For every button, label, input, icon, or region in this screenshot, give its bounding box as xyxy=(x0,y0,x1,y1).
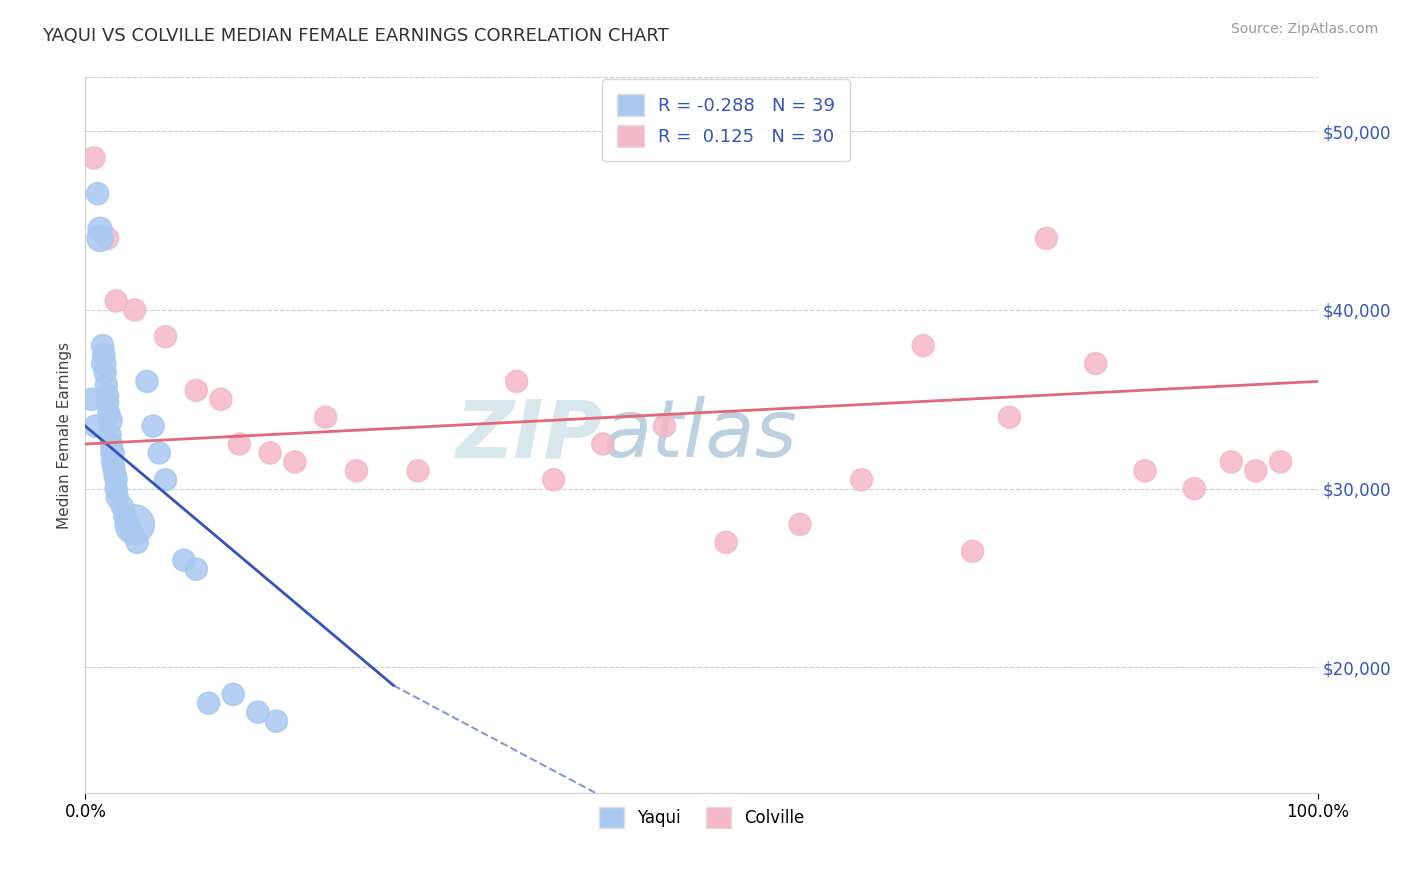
Point xyxy=(84,419,107,434)
Point xyxy=(912,338,935,352)
Point xyxy=(1270,455,1292,469)
Text: ZIP: ZIP xyxy=(456,396,603,474)
Point xyxy=(86,186,108,201)
Point xyxy=(124,302,146,317)
Point xyxy=(121,526,143,541)
Point xyxy=(851,473,873,487)
Y-axis label: Median Female Earnings: Median Female Earnings xyxy=(58,342,72,529)
Text: YAQUI VS COLVILLE MEDIAN FEMALE EARNINGS CORRELATION CHART: YAQUI VS COLVILLE MEDIAN FEMALE EARNINGS… xyxy=(42,27,669,45)
Point xyxy=(142,419,165,434)
Point xyxy=(89,222,111,236)
Point xyxy=(505,375,527,389)
Point xyxy=(114,508,136,523)
Point xyxy=(714,535,737,549)
Point xyxy=(654,419,676,434)
Text: Source: ZipAtlas.com: Source: ZipAtlas.com xyxy=(1230,22,1378,37)
Point xyxy=(83,151,105,165)
Point xyxy=(105,482,128,496)
Point xyxy=(136,375,159,389)
Point xyxy=(98,428,121,442)
Point xyxy=(96,389,118,403)
Point xyxy=(104,467,127,482)
Point xyxy=(1133,464,1156,478)
Point xyxy=(105,293,128,308)
Point xyxy=(101,455,124,469)
Point xyxy=(315,410,337,425)
Point xyxy=(266,714,288,728)
Point xyxy=(117,517,139,532)
Point xyxy=(346,464,368,478)
Text: atlas: atlas xyxy=(603,396,797,474)
Point xyxy=(259,446,281,460)
Point xyxy=(998,410,1021,425)
Point xyxy=(111,500,134,514)
Point xyxy=(222,687,245,701)
Point xyxy=(1035,231,1057,245)
Point xyxy=(107,491,129,505)
Point xyxy=(789,517,811,532)
Point xyxy=(209,392,232,407)
Point xyxy=(186,562,208,576)
Point xyxy=(228,437,250,451)
Legend: Yaqui, Colville: Yaqui, Colville xyxy=(592,801,811,834)
Point xyxy=(94,366,117,380)
Point xyxy=(1244,464,1267,478)
Point xyxy=(89,231,111,245)
Point xyxy=(93,357,115,371)
Point xyxy=(124,517,146,532)
Point xyxy=(127,535,149,549)
Point xyxy=(93,348,115,362)
Point xyxy=(105,473,128,487)
Point xyxy=(96,231,118,245)
Point xyxy=(173,553,195,567)
Point xyxy=(1220,455,1243,469)
Point xyxy=(91,338,114,352)
Point xyxy=(592,437,614,451)
Point xyxy=(197,696,219,710)
Point xyxy=(1182,482,1205,496)
Point xyxy=(97,407,120,421)
Point xyxy=(96,396,118,410)
Point xyxy=(1084,357,1107,371)
Point xyxy=(80,392,103,407)
Point xyxy=(96,378,118,392)
Point xyxy=(103,460,125,475)
Point xyxy=(406,464,429,478)
Point xyxy=(98,414,121,428)
Point xyxy=(186,384,208,398)
Point xyxy=(155,473,177,487)
Point xyxy=(100,437,122,451)
Point xyxy=(101,446,124,460)
Point xyxy=(962,544,984,558)
Point xyxy=(246,705,269,719)
Point xyxy=(148,446,170,460)
Point xyxy=(284,455,307,469)
Point xyxy=(543,473,565,487)
Point xyxy=(155,329,177,343)
